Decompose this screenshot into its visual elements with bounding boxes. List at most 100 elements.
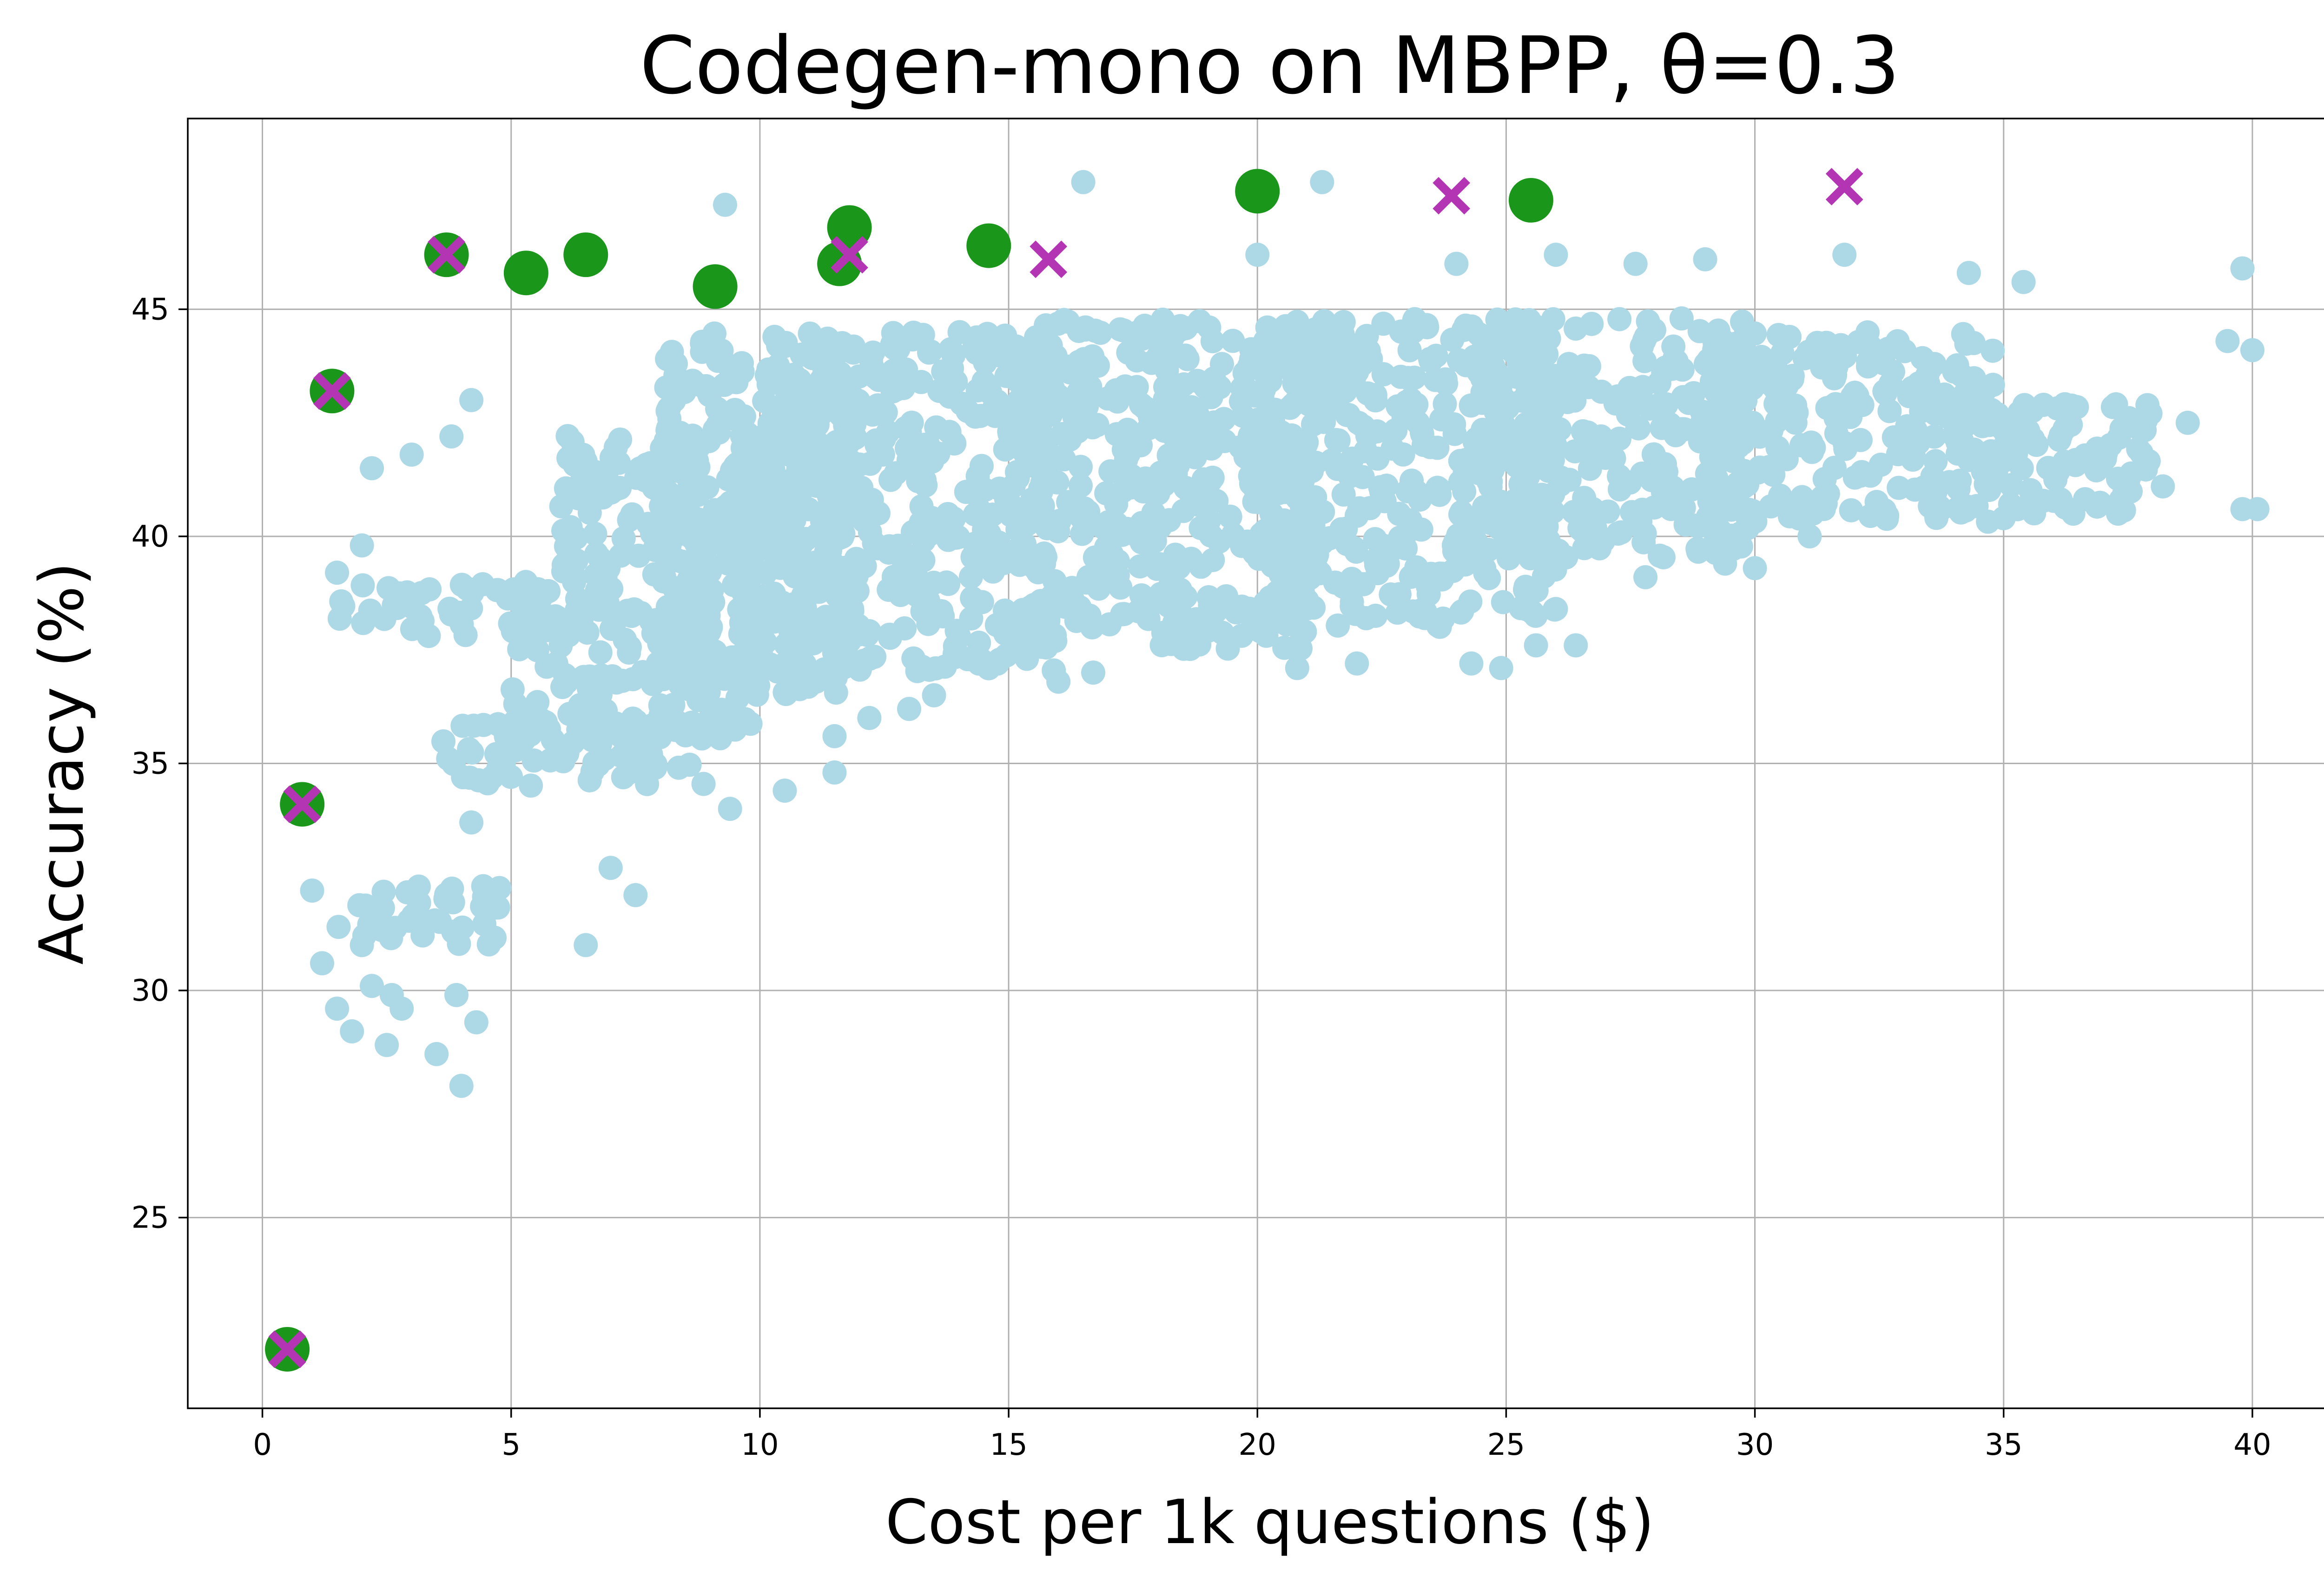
background-point xyxy=(417,577,442,601)
background-point xyxy=(1790,485,1815,509)
background-point xyxy=(1777,324,1802,349)
background-point xyxy=(1617,376,1642,400)
x-tick-label: 20 xyxy=(1239,1428,1276,1462)
background-point xyxy=(1273,315,1297,339)
background-point xyxy=(1489,656,1513,680)
background-point xyxy=(886,534,911,558)
background-point xyxy=(922,683,946,707)
background-point xyxy=(431,729,456,754)
background-point xyxy=(1909,399,1934,423)
background-point xyxy=(911,548,936,573)
background-point xyxy=(1200,329,1225,354)
magenta-x-point xyxy=(268,1330,306,1368)
background-point xyxy=(1700,510,1724,535)
magenta-x-point xyxy=(283,785,321,823)
background-point xyxy=(1045,470,1070,495)
background-point xyxy=(350,533,374,558)
background-point xyxy=(613,627,637,652)
background-point xyxy=(1977,478,2001,502)
background-point xyxy=(1047,445,1071,470)
background-point xyxy=(772,551,797,576)
background-point xyxy=(1877,399,1902,423)
green-circle-point xyxy=(563,232,608,277)
background-point xyxy=(1281,564,1306,589)
green-circle-point xyxy=(503,251,548,296)
background-point xyxy=(1469,428,1494,452)
background-point xyxy=(1395,479,1420,503)
background-point xyxy=(1707,423,1732,448)
background-point xyxy=(2106,502,2130,526)
background-point xyxy=(491,750,516,775)
x-tick-label: 15 xyxy=(990,1428,1027,1462)
background-point xyxy=(1005,465,1030,490)
background-point xyxy=(1071,170,1096,194)
background-point xyxy=(667,755,691,780)
background-point xyxy=(1185,402,1209,426)
background-point xyxy=(1340,446,1365,471)
background-point xyxy=(832,485,856,509)
background-point xyxy=(1660,487,1684,511)
background-point xyxy=(1290,515,1314,540)
background-point xyxy=(1050,422,1075,446)
background-point xyxy=(1114,447,1138,472)
background-point xyxy=(685,628,710,653)
background-point xyxy=(796,674,820,699)
background-point xyxy=(1324,428,1348,452)
green-circle-point xyxy=(966,223,1011,268)
background-point xyxy=(670,498,694,523)
background-point xyxy=(1257,486,1281,510)
background-point xyxy=(1743,509,1768,534)
background-point xyxy=(1524,315,1549,339)
background-point xyxy=(358,912,383,937)
background-point xyxy=(670,460,695,485)
background-point xyxy=(1269,420,1294,444)
background-point xyxy=(579,686,603,710)
background-point xyxy=(1386,394,1410,419)
background-point xyxy=(1351,414,1376,439)
background-point xyxy=(660,340,684,364)
background-point xyxy=(791,583,815,608)
background-point xyxy=(1832,243,1857,267)
background-point xyxy=(550,675,575,700)
background-point xyxy=(1354,323,1379,348)
background-point xyxy=(1654,392,1679,416)
background-point xyxy=(1340,594,1364,619)
background-point xyxy=(1391,442,1415,467)
background-point xyxy=(1046,669,1071,694)
background-point xyxy=(1397,338,1422,363)
background-point xyxy=(1252,377,1276,402)
background-point xyxy=(772,779,797,803)
background-point xyxy=(1641,442,1666,467)
background-point xyxy=(2073,443,2098,468)
background-point xyxy=(808,433,833,458)
background-point xyxy=(664,614,689,639)
background-point xyxy=(1570,518,1594,542)
background-point xyxy=(2133,418,2157,442)
background-point xyxy=(2129,441,2154,465)
background-point xyxy=(1215,636,1240,661)
background-point xyxy=(1004,334,1029,359)
background-point xyxy=(790,439,814,464)
background-point xyxy=(1482,328,1506,353)
background-point xyxy=(916,588,941,613)
background-point xyxy=(1249,437,1274,462)
background-point xyxy=(326,915,351,939)
magenta-x-point xyxy=(1825,168,1863,205)
background-point xyxy=(460,740,484,765)
background-point xyxy=(1108,575,1133,600)
background-point xyxy=(899,410,924,435)
background-point xyxy=(1923,449,1948,474)
background-point xyxy=(973,477,997,502)
background-point xyxy=(620,502,645,527)
background-point xyxy=(1780,363,1805,388)
background-point xyxy=(861,340,885,365)
background-point xyxy=(1476,537,1501,562)
background-point xyxy=(1472,556,1497,581)
background-point xyxy=(610,668,635,693)
background-point xyxy=(1106,549,1130,574)
background-point xyxy=(2020,491,2045,515)
background-point xyxy=(1025,447,1050,472)
background-point xyxy=(608,427,633,452)
background-point xyxy=(390,997,414,1021)
